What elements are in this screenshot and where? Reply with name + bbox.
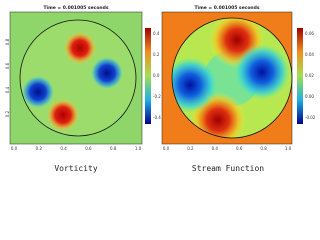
colorbar bbox=[297, 28, 303, 124]
colorbar-tick-label: 0.00 bbox=[305, 94, 314, 99]
y-tick-label: 0.4 bbox=[5, 86, 10, 93]
colorbar-tick-label: 0.02 bbox=[305, 73, 314, 78]
y-tick-label: 0.6 bbox=[5, 62, 10, 69]
colorbar-tick-label: 0.4 bbox=[153, 31, 160, 36]
colorbar-tick-label: 0.0 bbox=[153, 73, 160, 78]
x-tick-label: 0.0 bbox=[11, 146, 18, 151]
y-tick-label: 0.8 bbox=[5, 38, 10, 45]
x-tick-label: 0.2 bbox=[36, 146, 43, 151]
caption: Stream Function bbox=[192, 164, 264, 173]
colorbar-tick-label: 0.2 bbox=[153, 52, 160, 57]
panel-title: Time = 0.001005 seconds bbox=[194, 5, 259, 11]
x-tick-label: 0.8 bbox=[260, 146, 267, 151]
x-tick-label: 0.4 bbox=[212, 146, 219, 151]
domain-boundary bbox=[19, 19, 137, 137]
colorbar-tick-label: -0.02 bbox=[305, 115, 316, 120]
x-tick-label: 0.8 bbox=[110, 146, 117, 151]
x-tick-label: 0.6 bbox=[236, 146, 243, 151]
x-tick-label: 0.4 bbox=[60, 146, 67, 151]
colorbar bbox=[145, 28, 151, 124]
screen: Time = 0.001005 seconds Vorticity 0.0 0.2 0.… bbox=[5, 5, 316, 173]
x-tick-label: 1.0 bbox=[285, 146, 292, 151]
colorbar-tick-label: -0.4 bbox=[153, 115, 161, 120]
x-tick-label: 0.6 bbox=[85, 146, 92, 151]
colorbar-tick-label: -0.2 bbox=[153, 94, 161, 99]
field bbox=[172, 18, 292, 138]
x-tick-label: 0.2 bbox=[187, 146, 194, 151]
colorbar-tick-label: 0.04 bbox=[305, 52, 314, 57]
x-tick-label: 0.0 bbox=[163, 146, 170, 151]
y-tick-label: 0.2 bbox=[5, 110, 10, 117]
page: Time = 0.001005 seconds Vorticity 0.0 0.2 0.… bbox=[5, 5, 316, 173]
domain-boundary bbox=[171, 17, 293, 139]
colorbar-tick-label: 0.06 bbox=[305, 31, 314, 36]
panel-title: Time = 0.001005 seconds bbox=[43, 5, 108, 11]
caption: Vorticity bbox=[54, 164, 98, 173]
x-tick-label: 1.0 bbox=[135, 146, 142, 151]
field bbox=[20, 20, 136, 136]
